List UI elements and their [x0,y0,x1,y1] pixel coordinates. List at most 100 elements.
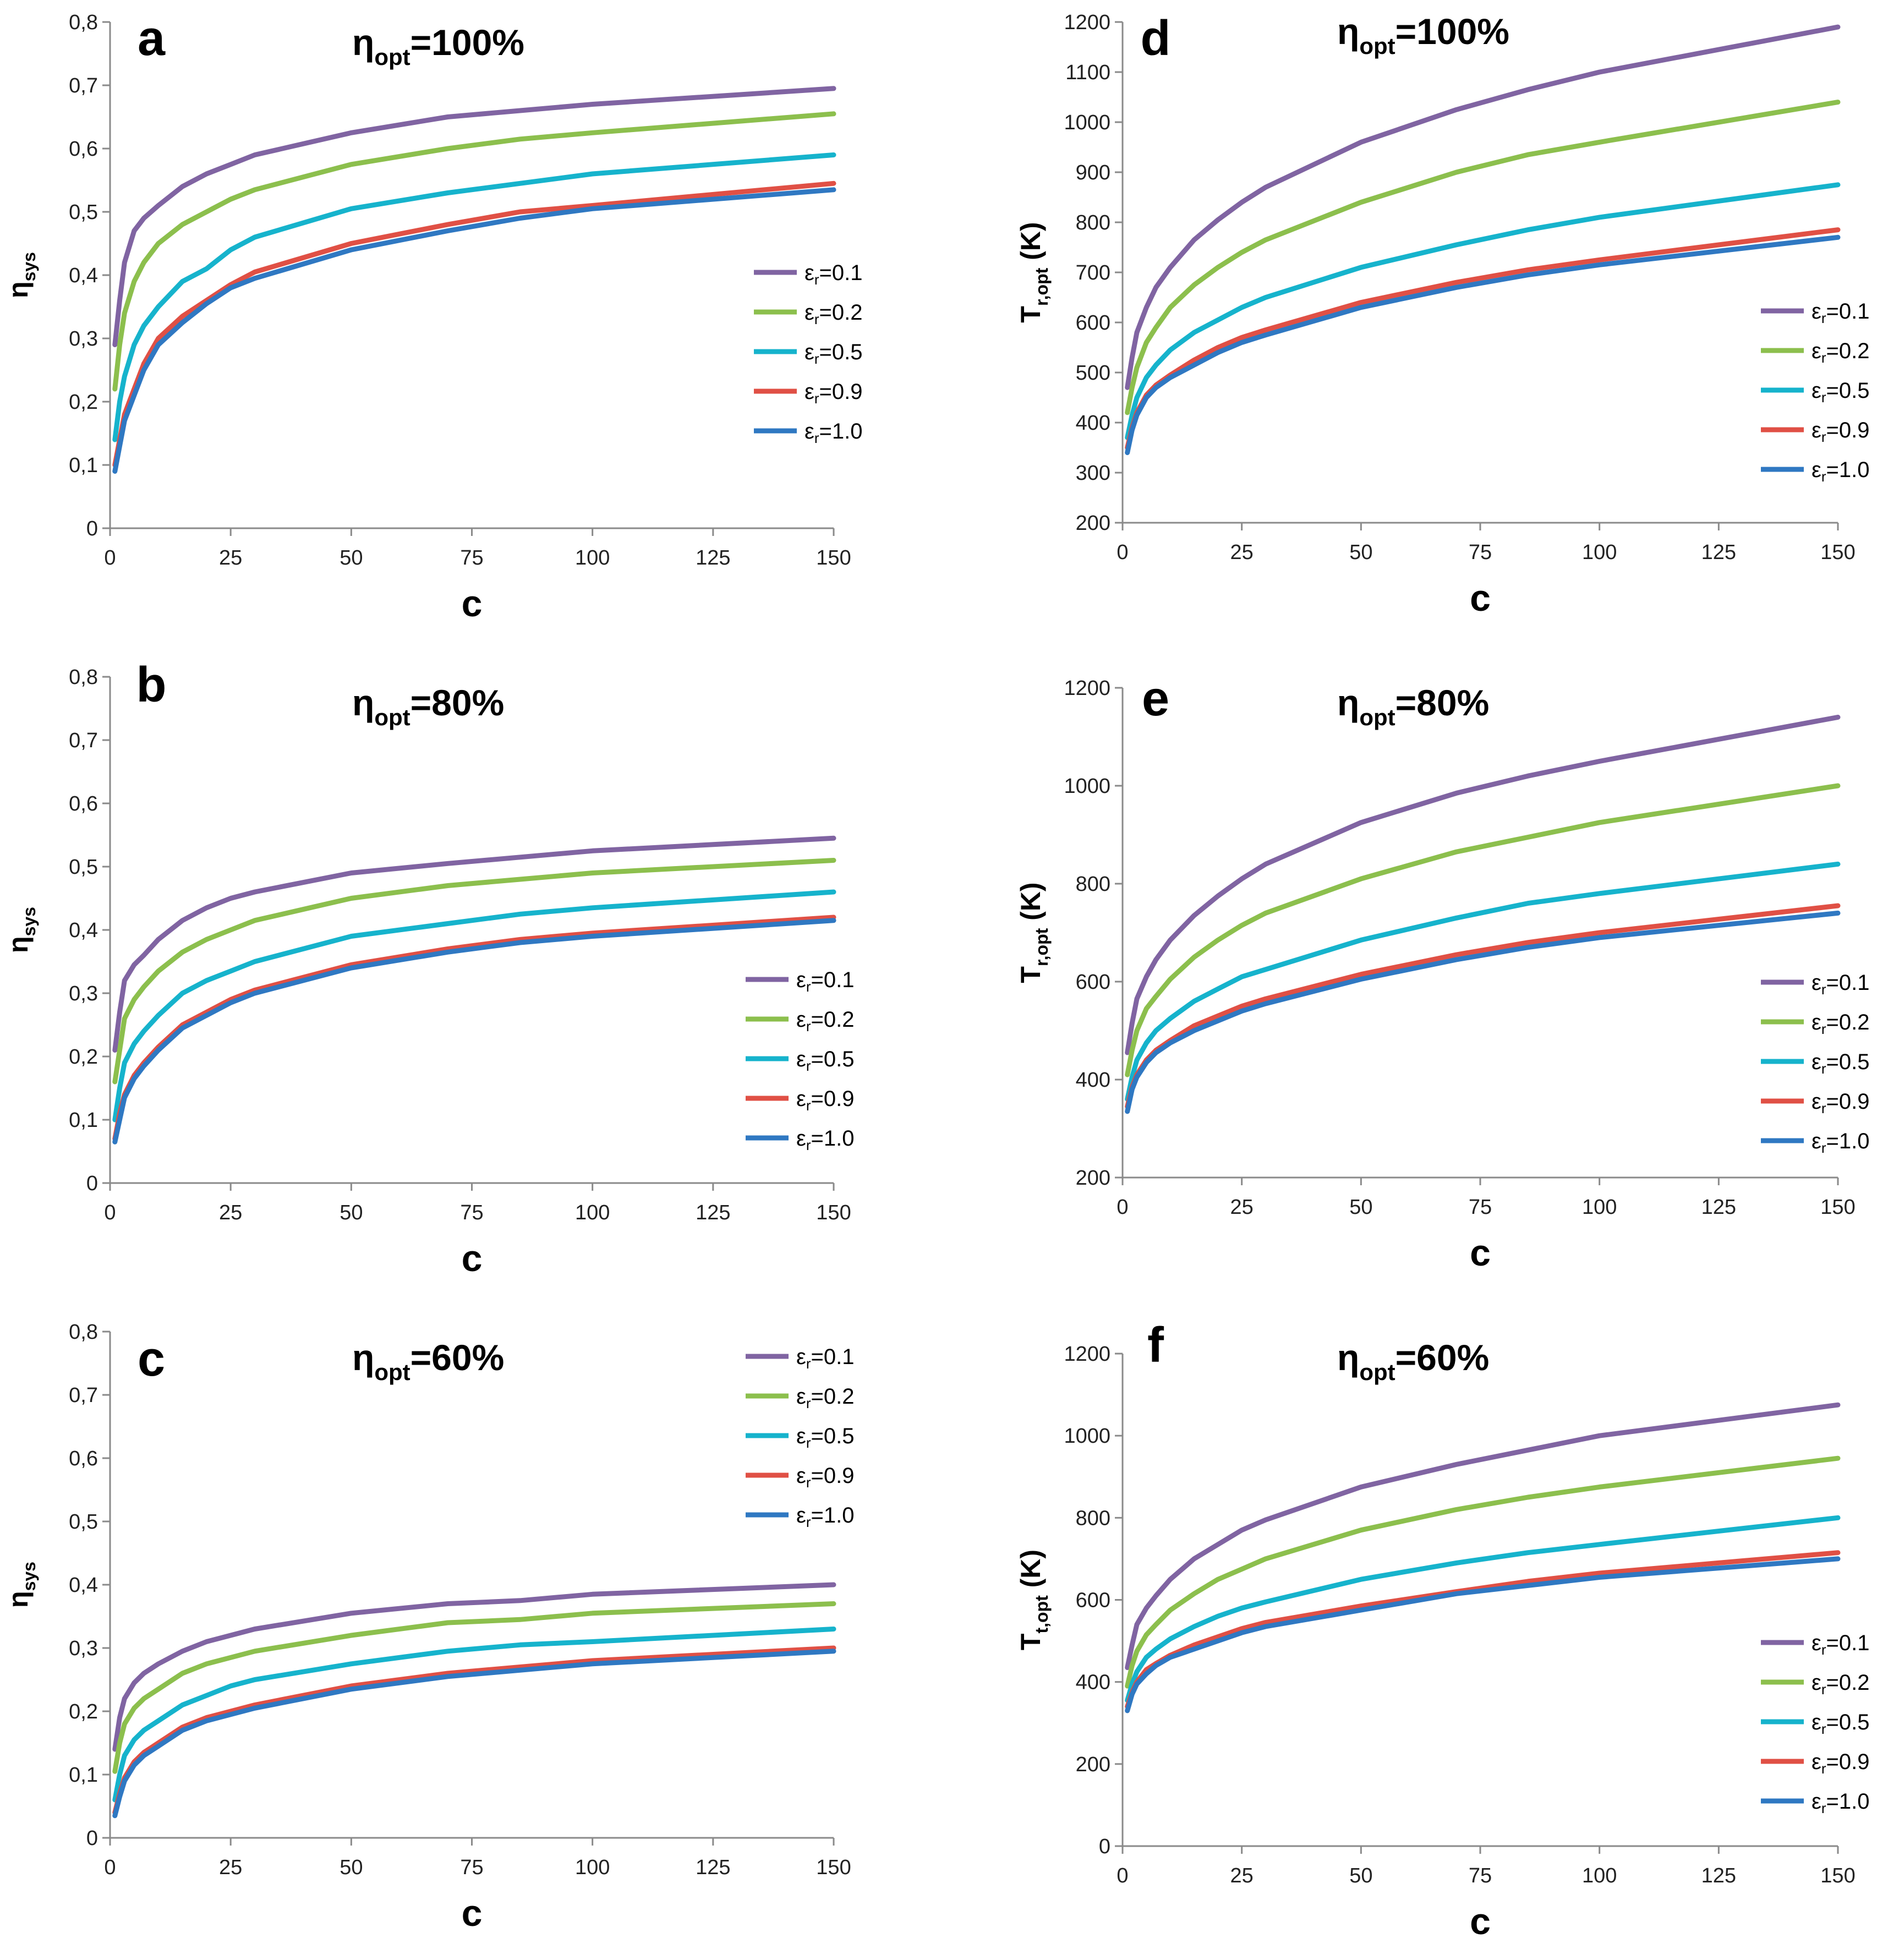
chart-a: 0 0,1 0,2 0,3 0,4 0,5 0,6 0,7 0,8 0 25 50 75 100 125 15… [3,11,862,625]
legend-label: εr=0.1 [805,261,862,288]
x-tick-label: 150 [816,1201,851,1224]
y-tick-label: 200 [1076,1753,1110,1776]
legend-label: εr=0.5 [805,340,862,367]
series-line-er-1-0 [112,1649,836,1819]
y-tick-label: 800 [1076,211,1110,234]
x-tick-label: 125 [1701,1196,1736,1219]
series-line-er-1-0 [1125,234,1841,456]
x-axis-title: c [462,1238,483,1279]
x-tick-label: 75 [460,1201,483,1224]
legend-label: εr=0.1 [1812,1631,1869,1658]
series-line-er-0-1 [1125,1402,1841,1671]
legend-label: εr=0.2 [796,1384,854,1411]
x-tick-label: 50 [1349,541,1372,564]
legend-label: εr=1.0 [1812,458,1869,485]
x-tick-label: 100 [1582,1196,1617,1219]
series-line-er-0-2 [1125,783,1841,1077]
y-tick-label: 600 [1076,1589,1110,1612]
chart-title: ηopt=60% [352,1337,504,1385]
y-tick-label: 1000 [1064,111,1110,134]
series-line-er-0-2 [112,858,836,1085]
y-tick-label: 0 [86,1172,98,1195]
y-tick-label: 1200 [1064,11,1110,34]
panel-letter: a [138,11,166,66]
panel-letter: b [136,658,167,713]
series-line-er-1-0 [1125,1556,1841,1713]
chart-title: ηopt=60% [1337,1337,1489,1385]
y-tick-label: 0,5 [69,1510,98,1534]
legend-label: εr=1.0 [796,1126,854,1153]
x-tick-label: 125 [1701,1864,1736,1887]
x-tick-label: 75 [1469,1864,1492,1887]
series-line-er-0-2 [112,1601,836,1774]
x-tick-label: 50 [340,1201,363,1224]
y-tick-label: 0,3 [69,1637,98,1660]
x-axis-title: c [1470,1232,1491,1274]
x-axis-title: c [1470,1901,1491,1942]
x-tick-label: 25 [1230,1196,1254,1219]
series-line-er-0-1 [112,835,836,1053]
y-tick-label: 0,8 [69,1321,98,1344]
chart-title: ηopt=80% [352,682,504,730]
legend-label: εr=1.0 [1812,1129,1869,1156]
legend-label: εr=0.2 [805,300,862,327]
x-axis-title: c [1470,577,1491,619]
series-line-er-0-9 [1125,1550,1841,1709]
series-line-er-0-2 [112,111,836,392]
chart-title: ηopt=80% [1337,682,1489,730]
series-line-er-0-5 [1125,861,1841,1102]
x-axis-title: c [462,583,483,625]
y-tick-label: 0,2 [69,1700,98,1723]
x-tick-label: 0 [1117,541,1128,564]
legend-label: εr=0.9 [796,1464,854,1491]
legend-label: εr=0.9 [1812,1750,1869,1777]
legend-label: εr=0.2 [1812,339,1869,366]
x-tick-label: 25 [1230,541,1254,564]
y-tick-label: 0,4 [69,919,98,942]
y-axis-title: ηsys [3,907,39,953]
y-tick-label: 0,4 [69,1574,98,1597]
series-line-er-0-9 [1125,227,1841,450]
y-axis-title: Tr,opt (K) [1015,222,1052,322]
series-line-er-0-2 [1125,100,1841,415]
y-tick-label: 0,7 [69,729,98,752]
x-tick-label: 150 [1820,541,1855,564]
x-tick-label: 125 [696,1201,730,1224]
x-tick-label: 125 [1701,541,1736,564]
panel-letter: f [1147,1318,1164,1373]
series-line-er-0-1 [112,1582,836,1752]
y-tick-label: 0,8 [69,11,98,34]
y-tick-label: 1200 [1064,1343,1110,1366]
x-tick-label: 75 [1469,541,1492,564]
x-axis-title: c [462,1892,483,1934]
x-tick-label: 100 [1582,1864,1617,1887]
y-tick-label: 400 [1076,1671,1110,1694]
series-line-er-0-1 [1125,24,1841,390]
legend-label: εr=0.1 [796,1345,854,1372]
y-tick-label: 300 [1076,462,1110,485]
legend-label: εr=0.5 [1812,1710,1869,1737]
series-line-er-0-2 [1125,1455,1841,1689]
y-tick-label: 0,4 [69,264,98,287]
y-tick-label: 0,7 [69,1384,98,1407]
y-tick-label: 0,3 [69,982,98,1005]
y-tick-label: 0,5 [69,201,98,224]
legend-label: εr=0.1 [796,968,854,995]
chart-d: 200 300 400 500 600 700 800 900 1000 1100 1200 0 25 5… [1015,11,1869,619]
x-tick-label: 100 [575,1201,610,1224]
panel-letter: d [1141,11,1171,66]
x-tick-label: 25 [219,1201,242,1224]
legend-label: εr=0.5 [796,1424,854,1451]
chart-title: ηopt=100% [352,22,524,70]
y-tick-label: 0,3 [69,327,98,351]
legend-label: εr=0.1 [1812,299,1869,326]
y-axis-title: Tr,opt (K) [1015,882,1052,983]
panel-d: 200 300 400 500 600 700 800 900 1000 1100 1200 0 25 5… [979,0,1899,633]
x-tick-label: 25 [219,546,242,570]
y-tick-label: 0,8 [69,666,98,689]
y-tick-label: 1200 [1064,677,1110,700]
series-line-er-0-5 [112,1627,836,1803]
legend-label: εr=1.0 [796,1503,854,1530]
y-tick-label: 0,2 [69,1045,98,1069]
y-axis-title: Tt,opt (K) [1015,1550,1052,1650]
